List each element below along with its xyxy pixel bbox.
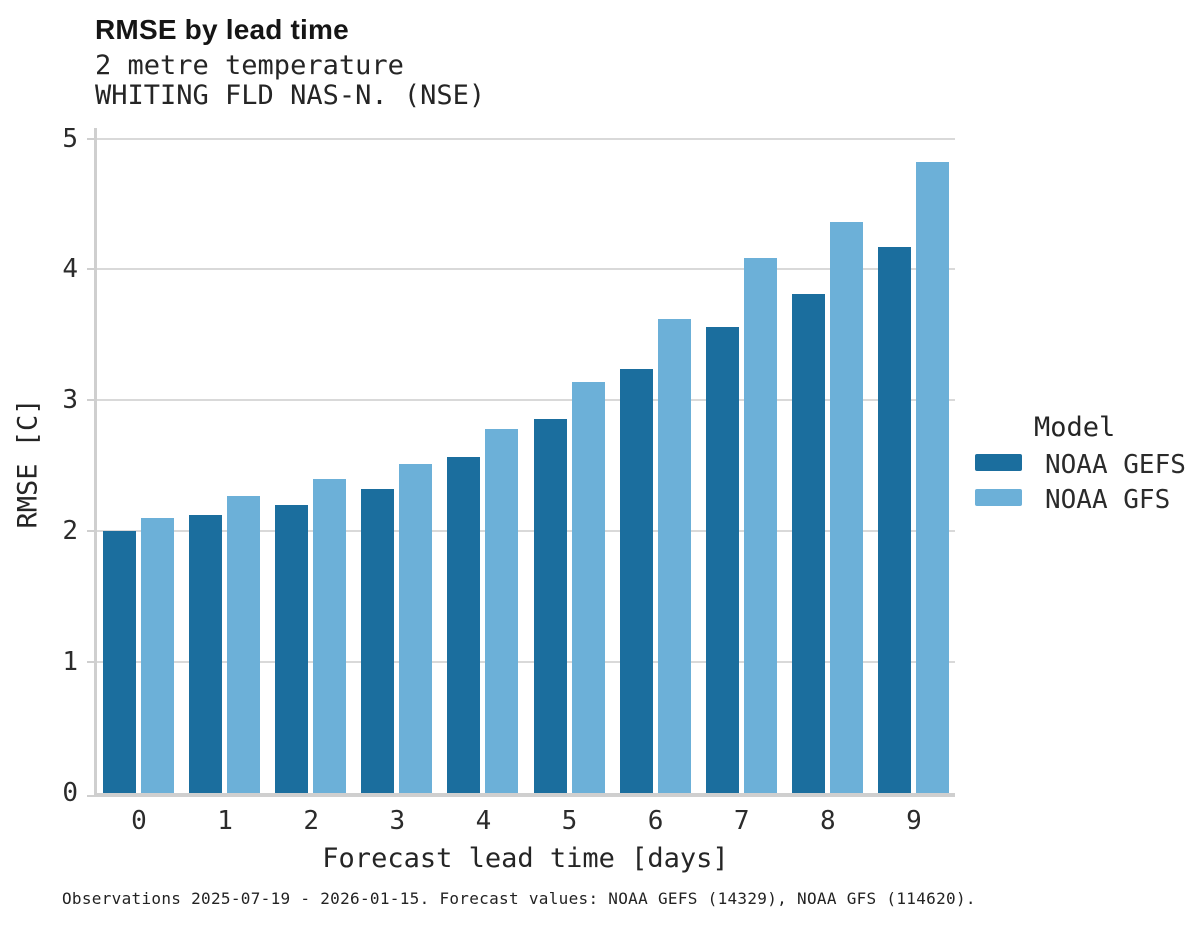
y-tick-label-1: 1 [62, 647, 78, 678]
y-tick-mark-1 [87, 661, 94, 664]
x-tick-label-6: 6 [647, 806, 664, 836]
legend-swatch-noaa-gefs [975, 454, 1022, 471]
y-tick-label-0: 0 [62, 778, 78, 808]
gridline-y4 [96, 268, 955, 271]
y-tick-label-3: 3 [62, 385, 78, 416]
x-tick-label-0: 0 [131, 806, 147, 836]
y-tick-label-5: 5 [62, 123, 78, 154]
y-axis-label: RMSE [C] [12, 398, 44, 529]
bar-noaa-gefs-day6 [619, 368, 653, 793]
legend-label-noaa-gfs: NOAA GFS [1045, 485, 1171, 515]
bar-noaa-gfs-day7 [743, 257, 777, 793]
bar-noaa-gefs-day0 [103, 531, 136, 793]
bar-noaa-gfs-day0 [141, 518, 174, 793]
gridline-y5 [96, 137, 955, 140]
x-tick-label-3: 3 [389, 806, 406, 836]
bar-noaa-gfs-day4 [485, 429, 519, 793]
y-tick-mark-4 [87, 268, 94, 271]
x-tick-label-9: 9 [906, 806, 922, 836]
gridline-y1 [96, 661, 955, 664]
chart-subtitle-station: WHITING FLD NAS-N. (NSE) [95, 80, 486, 111]
bar-noaa-gefs-day4 [447, 456, 481, 793]
bar-noaa-gfs-day3 [399, 464, 433, 793]
bar-noaa-gfs-day5 [571, 381, 605, 793]
bar-noaa-gfs-day9 [915, 162, 949, 793]
y-tick-mark-5 [87, 137, 94, 140]
y-axis-spine [94, 128, 97, 797]
x-tick-label-5: 5 [561, 806, 578, 836]
gridline-y3 [96, 399, 955, 402]
bar-noaa-gefs-day7 [705, 326, 739, 793]
x-tick-label-8: 8 [819, 806, 836, 836]
chart-subtitle-variable: 2 metre temperature [95, 50, 404, 81]
bar-noaa-gefs-day3 [361, 489, 395, 793]
bar-noaa-gfs-day6 [657, 319, 691, 793]
x-axis-label: Forecast lead time [days] [322, 843, 729, 874]
y-tick-mark-2 [87, 530, 94, 533]
bar-noaa-gefs-day8 [791, 294, 825, 793]
x-tick-label-7: 7 [733, 806, 750, 836]
bar-noaa-gfs-day1 [227, 495, 261, 793]
legend-label-noaa-gefs: NOAA GEFS [1045, 450, 1186, 480]
y-tick-mark-3 [87, 399, 94, 402]
x-axis-spine [94, 793, 955, 797]
x-tick-label-2: 2 [303, 806, 320, 836]
x-tick-label-1: 1 [217, 806, 233, 836]
y-tick-mark-0 [87, 795, 94, 797]
x-tick-label-4: 4 [475, 806, 492, 836]
bar-noaa-gefs-day9 [877, 247, 911, 793]
bar-noaa-gefs-day5 [533, 418, 567, 793]
legend-title: Model [1034, 412, 1116, 443]
y-tick-label-2: 2 [62, 516, 78, 547]
bar-noaa-gefs-day2 [275, 505, 309, 793]
gridline-y2 [96, 530, 955, 533]
bar-noaa-gfs-day2 [313, 478, 347, 793]
bar-noaa-gfs-day8 [829, 222, 863, 793]
caption: Observations 2025-07-19 - 2026-01-15. Fo… [62, 889, 976, 908]
chart-title: RMSE by lead time [95, 14, 349, 45]
legend-swatch-noaa-gfs [975, 489, 1022, 506]
y-tick-label-4: 4 [62, 254, 78, 285]
bar-noaa-gefs-day1 [189, 515, 223, 793]
